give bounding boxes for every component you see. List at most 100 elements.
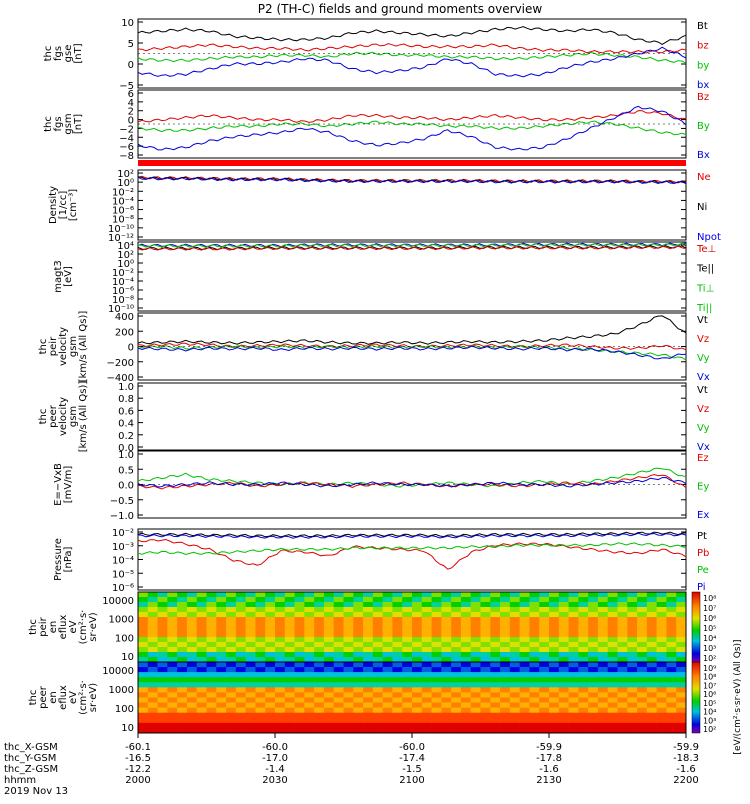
spectrogram-cell — [353, 687, 364, 693]
spectrogram-cell — [500, 697, 511, 703]
spectrogram-cell — [470, 727, 481, 734]
spectrogram-cell — [597, 647, 609, 653]
spectrogram-cell — [480, 627, 491, 633]
spectrogram-cell — [607, 612, 618, 618]
spectrogram-cell — [402, 602, 413, 608]
spectrogram-cell — [392, 612, 403, 618]
spectrogram-cell — [304, 632, 315, 638]
spectrogram-cell — [597, 622, 609, 628]
spectrogram-cell — [304, 627, 315, 633]
spectrogram-cell — [363, 677, 374, 683]
spectrogram-cell — [333, 727, 344, 734]
spectrogram-cell — [509, 697, 520, 703]
spectrogram-cell — [353, 602, 364, 608]
spectrogram-cell — [186, 667, 198, 673]
spectrogram-cell — [177, 662, 188, 668]
spectrogram-cell — [167, 702, 178, 708]
separator-strip — [138, 160, 686, 166]
spectrogram-cell — [402, 592, 413, 598]
spectrogram-cell — [235, 662, 246, 668]
spectrogram-cell — [460, 697, 472, 703]
spectrogram-cell — [441, 712, 452, 719]
spectrogram-cell — [480, 647, 491, 653]
spectrogram-cell — [382, 687, 393, 693]
spectrogram-cell — [177, 687, 188, 693]
spectrogram-cell — [568, 677, 579, 683]
spectrogram-cell — [157, 707, 168, 714]
spectrogram-cell — [284, 647, 295, 653]
spectrogram-cell — [196, 627, 207, 633]
spectrogram-cell — [245, 657, 256, 663]
spectrogram-cell — [284, 682, 295, 688]
spectrogram-cell — [549, 707, 560, 714]
spectrogram-cell — [421, 687, 432, 693]
spectrogram-cell — [460, 652, 472, 658]
spectrogram-cell — [402, 622, 413, 628]
spectrogram-cell — [157, 612, 168, 618]
x-tick-label: -17.8 — [536, 753, 562, 764]
legend-entry: Bz — [697, 92, 709, 103]
spectrogram-cell — [412, 642, 423, 648]
spectrogram-cell — [568, 692, 579, 698]
spectrogram-cell — [607, 647, 618, 653]
spectrogram-cell — [617, 677, 628, 683]
spectrogram-cell — [177, 622, 188, 628]
spectrogram-cell — [500, 652, 511, 658]
spectrogram-cell — [226, 667, 237, 673]
colorbar-tick-label: 10⁵ — [703, 699, 716, 708]
spectrogram-cell — [617, 702, 628, 708]
y-tick-label: 100 — [115, 633, 134, 644]
spectrogram-cell — [372, 727, 383, 734]
spectrogram-cell — [519, 682, 530, 688]
legend-entry: Ne — [697, 172, 711, 183]
spectrogram-cell — [363, 637, 374, 643]
spectrogram-cell — [353, 722, 364, 729]
spectrogram-cell — [265, 722, 276, 729]
spectrogram-cell — [656, 697, 667, 703]
spectrogram-cell — [245, 702, 256, 708]
spectrogram-cell — [245, 687, 256, 693]
spectrogram-cell — [412, 602, 423, 608]
spectrogram-cell — [333, 687, 344, 693]
spectrogram-cell — [451, 627, 462, 633]
spectrogram-cell — [157, 607, 168, 613]
spectrogram-cell — [558, 652, 569, 658]
spectrogram-cell — [490, 682, 501, 688]
spectrogram-cell — [627, 687, 638, 693]
spectrogram-cell — [637, 622, 648, 628]
spectrogram-cell — [138, 652, 149, 658]
spectrogram-cell — [480, 682, 491, 688]
spectrogram-cell — [529, 642, 540, 648]
spectrogram-cell — [382, 662, 393, 668]
x-tick-label: -1.6 — [676, 764, 696, 775]
spectrogram-cell — [304, 682, 315, 688]
y-axis-label-line: (cm²·s· — [78, 610, 89, 645]
series-line — [137, 538, 687, 570]
spectrogram-cell — [480, 592, 491, 598]
spectrogram-cell — [167, 717, 178, 724]
spectrogram-cell — [412, 607, 423, 613]
spectrogram-cell — [597, 657, 609, 663]
spectrogram-cell — [255, 642, 266, 648]
spectrogram-cell — [343, 667, 354, 673]
spectrogram-cell — [656, 622, 667, 628]
spectrogram-cell — [157, 702, 168, 708]
y-tick-label: −5 — [119, 81, 134, 92]
spectrogram-cell — [186, 622, 198, 628]
spectrogram-cell — [216, 632, 227, 638]
spectrogram-cell — [578, 632, 589, 638]
spectrogram-cell — [245, 682, 256, 688]
spectrogram-cell — [637, 612, 648, 618]
spectrogram-cell — [314, 597, 325, 603]
spectrogram-cell — [539, 622, 550, 628]
spectrogram-cell — [382, 627, 393, 633]
x-tick-label: 2130 — [536, 775, 561, 786]
legend-entry: Vy — [697, 353, 710, 364]
spectrogram-cell — [304, 672, 315, 678]
spectrogram-cell — [529, 632, 540, 638]
spectrogram-cell — [607, 712, 618, 719]
spectrogram-cell — [617, 617, 628, 623]
y-tick-label: 10⁻¹⁰ — [108, 304, 134, 315]
spectrogram-cell — [627, 697, 638, 703]
spectrogram-cell — [304, 602, 315, 608]
